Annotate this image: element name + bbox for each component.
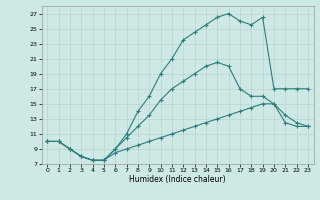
X-axis label: Humidex (Indice chaleur): Humidex (Indice chaleur)	[129, 175, 226, 184]
